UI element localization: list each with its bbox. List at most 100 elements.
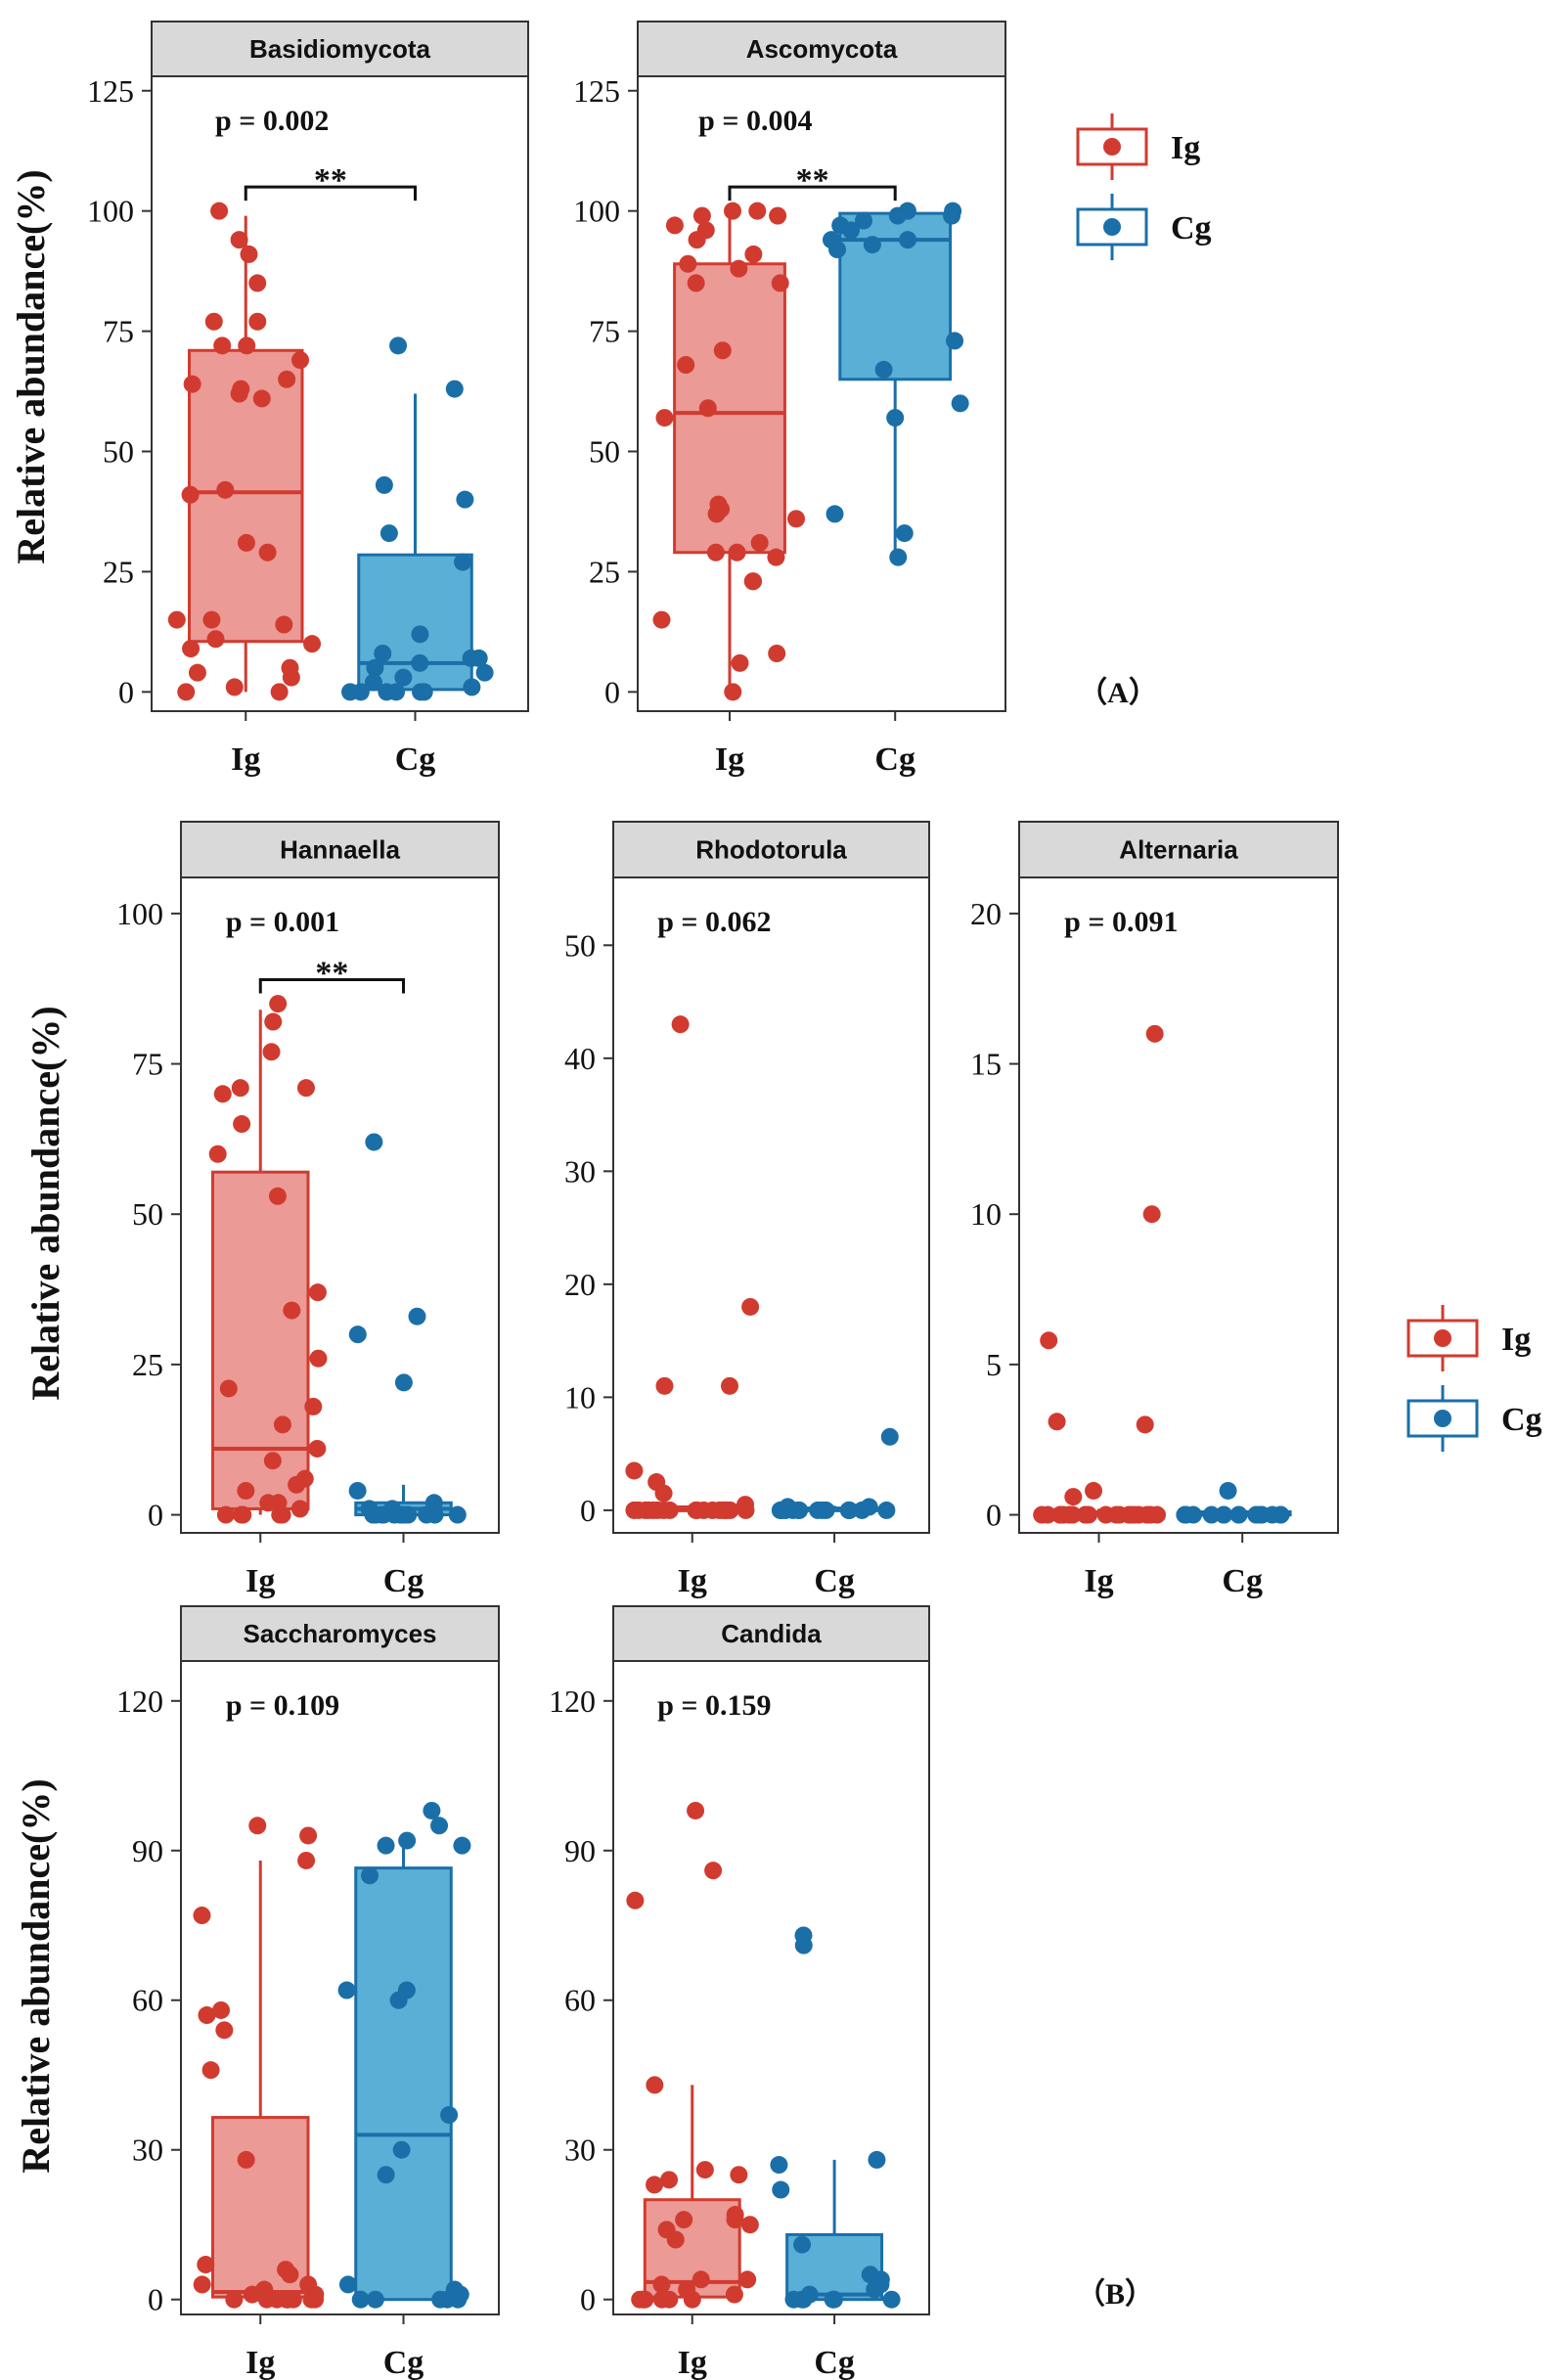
data-point xyxy=(225,2290,244,2309)
data-point xyxy=(237,533,255,552)
data-point xyxy=(177,683,196,701)
data-point xyxy=(277,2261,295,2279)
x-tick-label: Cg xyxy=(383,2345,424,2380)
facet-strip xyxy=(612,821,930,878)
data-point xyxy=(1085,1481,1103,1500)
x-tick-label: Cg xyxy=(395,741,436,778)
data-point xyxy=(198,2006,216,2025)
data-point xyxy=(258,543,277,561)
data-point xyxy=(252,389,271,408)
data-point xyxy=(232,380,250,398)
data-point xyxy=(275,615,293,634)
data-point xyxy=(655,409,674,427)
facet-title: Candida xyxy=(721,1619,822,1648)
facet-title: Basidiomycota xyxy=(249,34,430,64)
y-tick-label: 0 xyxy=(118,674,134,709)
data-point xyxy=(772,2180,790,2199)
data-point xyxy=(767,548,785,566)
data-point xyxy=(787,510,806,528)
y-tick-label: 100 xyxy=(573,194,620,229)
significance-stars: ** xyxy=(314,162,347,199)
data-point xyxy=(647,1473,666,1492)
data-point xyxy=(237,2150,255,2169)
data-point xyxy=(826,505,844,523)
data-point xyxy=(688,1501,706,1519)
data-point xyxy=(625,1461,644,1480)
data-point xyxy=(348,1481,367,1500)
data-point xyxy=(951,394,969,413)
data-point xyxy=(724,202,742,220)
data-point xyxy=(424,1494,443,1512)
data-point xyxy=(946,332,964,350)
data-point xyxy=(646,2176,664,2194)
data-point xyxy=(698,399,717,418)
data-point xyxy=(1183,1505,1202,1524)
data-point xyxy=(709,495,728,514)
panel-basidiomycota: Basidiomycota 0 25 50 75 100 125 Ig Cg p = 0.002 *… xyxy=(87,21,529,778)
data-point xyxy=(646,2076,664,2094)
data-point xyxy=(640,1501,658,1519)
data-point xyxy=(364,673,382,692)
data-point xyxy=(889,548,908,566)
y-tick-label: 90 xyxy=(132,1833,163,1868)
data-point xyxy=(445,2280,464,2299)
data-point xyxy=(374,645,392,662)
data-point xyxy=(475,663,494,682)
y-tick-label: 25 xyxy=(103,554,134,589)
data-point xyxy=(193,1907,211,1925)
data-point xyxy=(714,1501,733,1519)
y-tick-label: 0 xyxy=(148,1498,163,1533)
data-point xyxy=(366,2290,384,2309)
data-point xyxy=(874,360,893,379)
y-tick-label: 90 xyxy=(564,1833,596,1868)
legend-key-point xyxy=(1434,1329,1451,1347)
data-point xyxy=(270,683,289,701)
data-point xyxy=(423,1801,441,1819)
data-point xyxy=(456,490,474,509)
data-point xyxy=(273,1415,291,1434)
data-point xyxy=(408,1307,426,1325)
data-point xyxy=(248,274,267,292)
y-tick-label: 30 xyxy=(564,1153,596,1189)
y-tick-label: 20 xyxy=(564,1267,596,1302)
data-point xyxy=(213,337,232,355)
significance-stars: ** xyxy=(796,162,829,199)
legend: Ig Cg xyxy=(1406,1305,1542,1452)
data-point xyxy=(167,610,186,629)
data-point xyxy=(463,678,481,696)
data-point xyxy=(692,2270,710,2289)
data-point xyxy=(394,1373,413,1392)
y-tick-label: 25 xyxy=(132,1347,163,1382)
y-tick-label: 25 xyxy=(589,554,620,589)
data-point xyxy=(724,683,742,701)
y-tick-label: 75 xyxy=(589,314,620,349)
data-point xyxy=(728,543,746,561)
data-point xyxy=(264,1012,283,1031)
data-point xyxy=(412,683,430,701)
significance-bracket xyxy=(258,978,405,994)
data-point xyxy=(1229,1505,1248,1524)
data-point xyxy=(377,2166,395,2184)
significance-bracket xyxy=(728,185,897,202)
data-point xyxy=(770,2156,788,2175)
data-point xyxy=(263,1452,282,1470)
data-point xyxy=(411,625,429,644)
data-point xyxy=(365,1133,383,1151)
data-point xyxy=(1142,1205,1161,1224)
data-point xyxy=(736,1496,755,1514)
data-point xyxy=(679,254,697,273)
data-point xyxy=(882,2290,901,2309)
data-point xyxy=(652,2275,671,2294)
y-tick-label: 75 xyxy=(103,314,134,349)
y-tick-label: 30 xyxy=(564,2133,596,2168)
data-point xyxy=(348,1325,367,1344)
data-point xyxy=(677,356,695,374)
y-tick-label: 40 xyxy=(564,1041,596,1076)
data-point xyxy=(625,1501,644,1519)
panel-saccharomyces: Saccharomyces 0 30 60 90 120 Ig Cg p = 0.109 xyxy=(116,1605,500,2380)
data-point xyxy=(779,1498,797,1516)
data-point xyxy=(448,1505,467,1524)
data-point xyxy=(430,1817,449,1835)
data-point xyxy=(281,658,299,677)
